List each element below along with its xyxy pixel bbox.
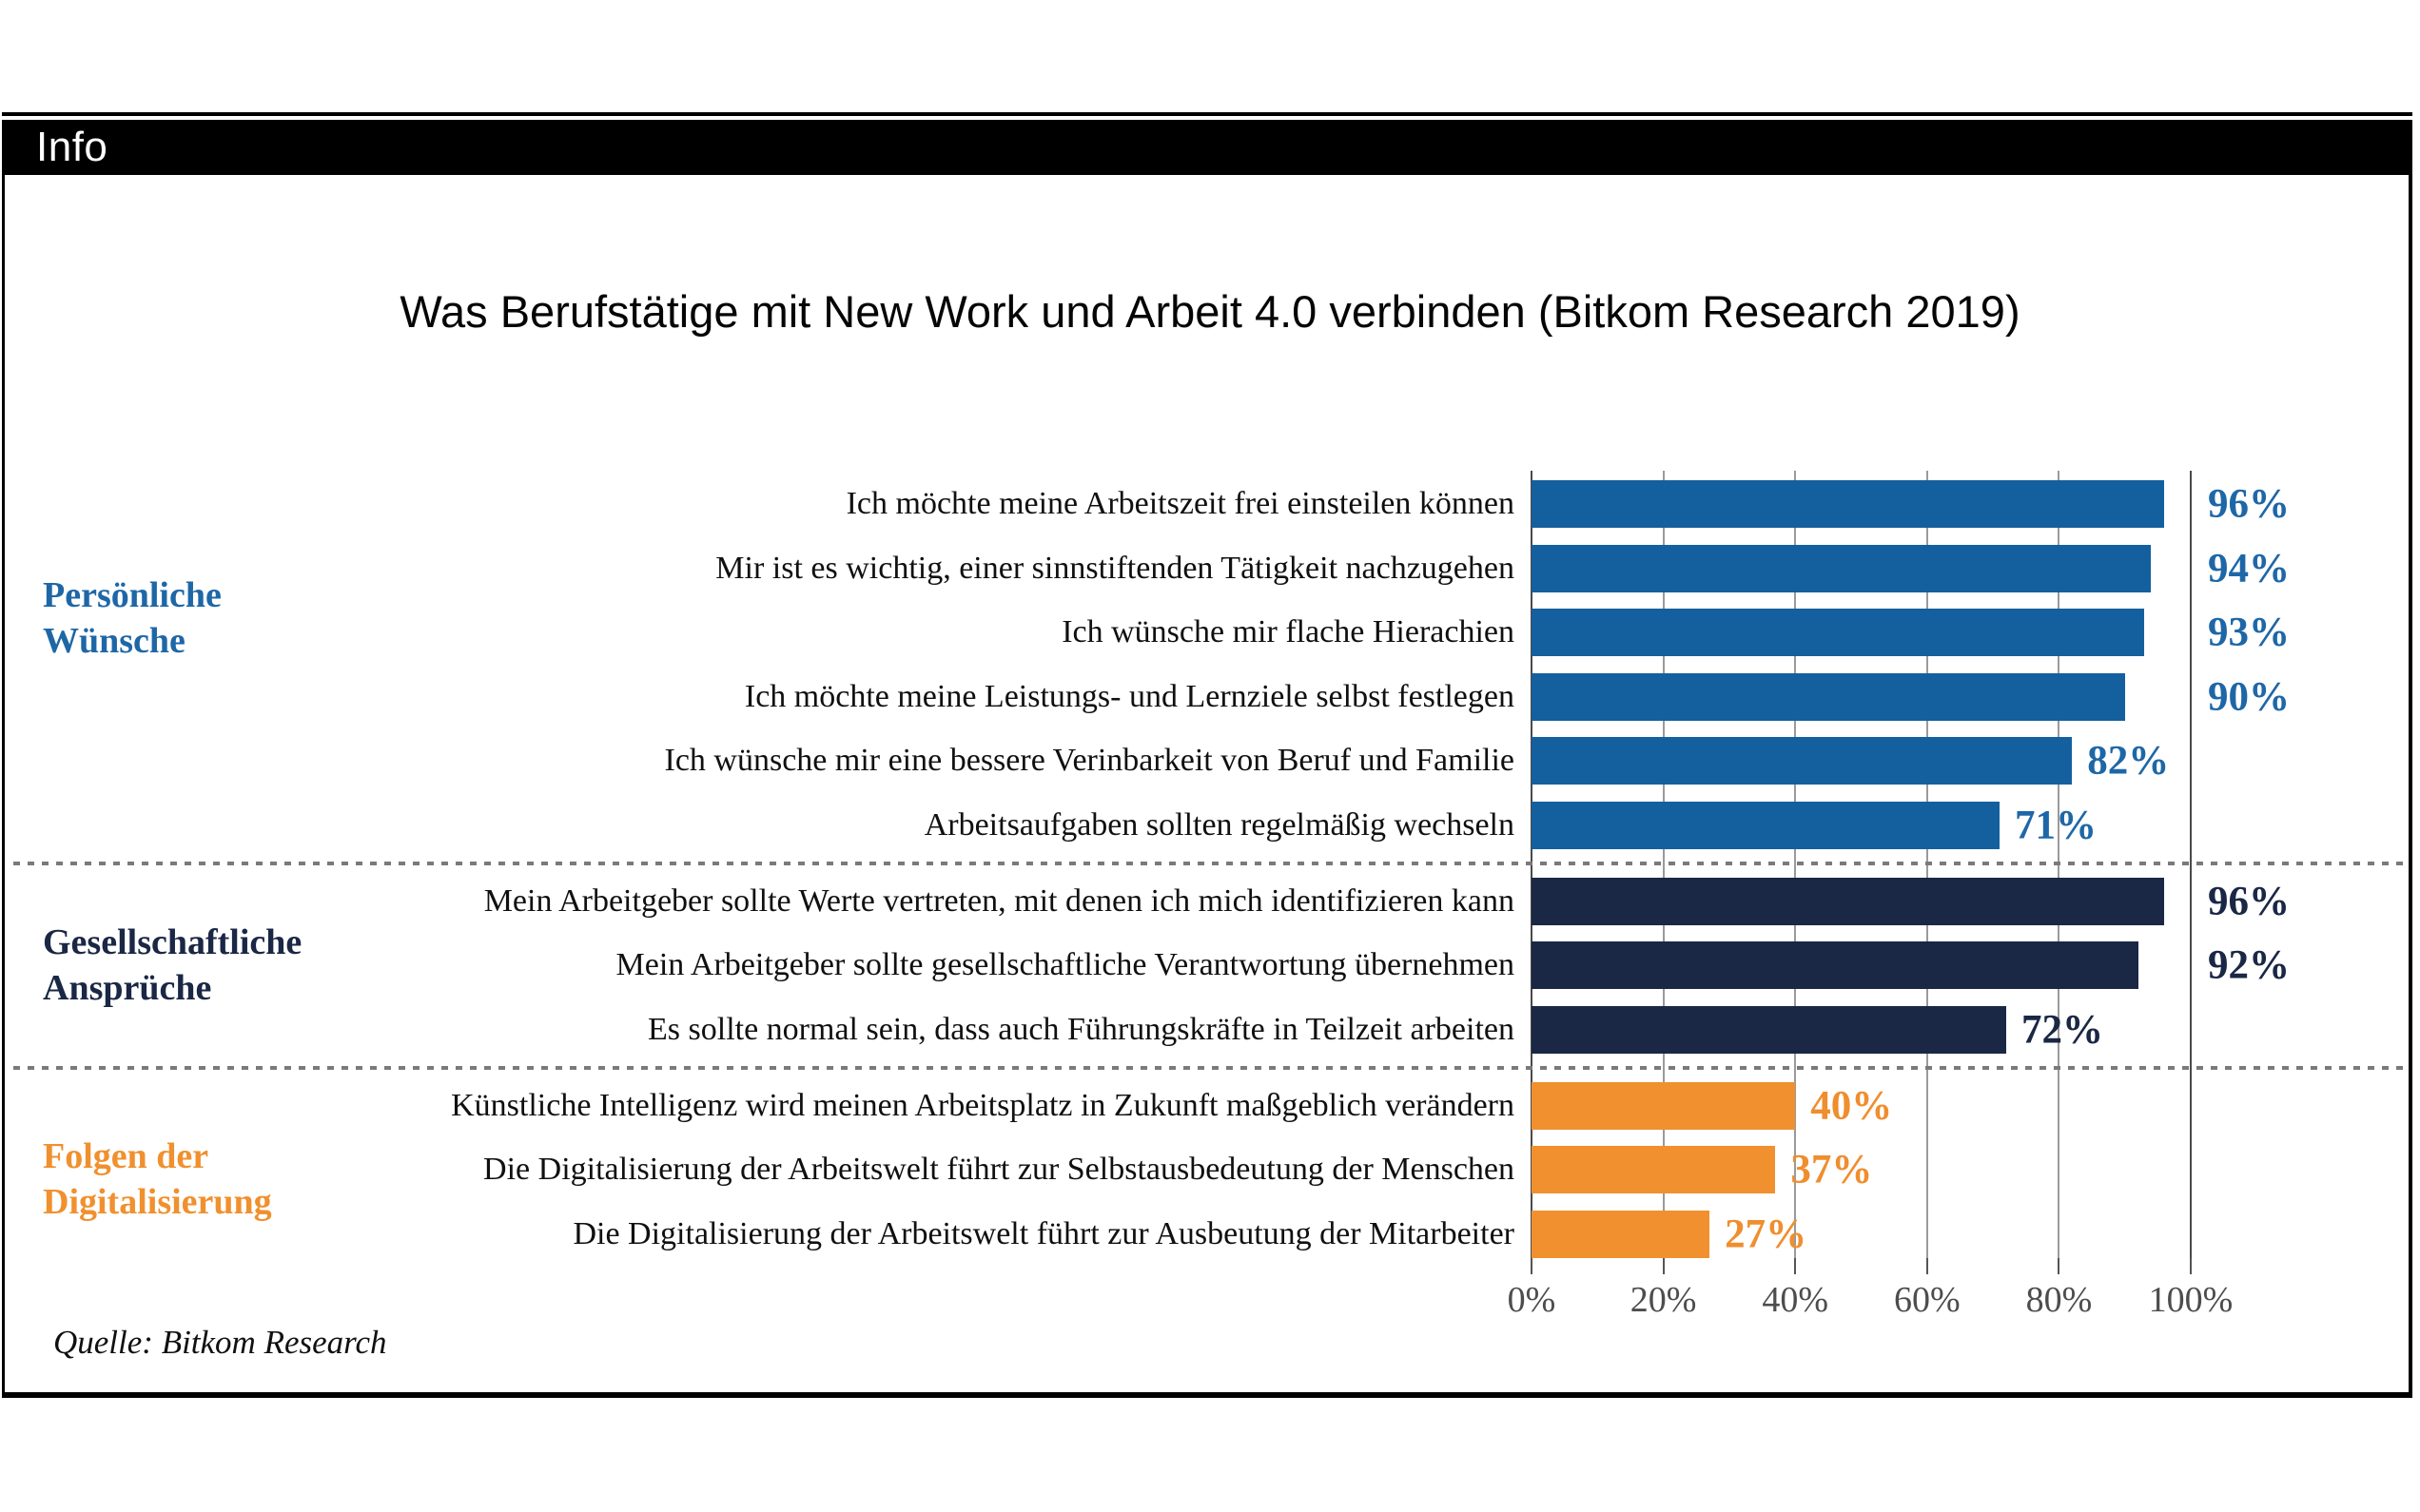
bar-row-label: Ich wünsche mir flache Hierachien (1062, 614, 1514, 650)
info-tab-label: Info (36, 124, 108, 170)
group-label-line: Digitalisierung (43, 1182, 272, 1222)
group-label: Persönliche Wünsche (43, 572, 222, 664)
bar-row-label: Künstliche Intelligenz wird meinen Arbei… (451, 1087, 1514, 1123)
value-label: 71% (2015, 803, 2098, 847)
value-label: 94% (2208, 546, 2290, 591)
axis-tick (1531, 1257, 1532, 1274)
value-label: 37% (1790, 1147, 1873, 1192)
box-top-rule (2, 112, 2412, 116)
group-separator (13, 862, 2407, 865)
axis-tick-label: 0% (1507, 1279, 1556, 1320)
info-box (2, 175, 2412, 1398)
value-label: 93% (2208, 610, 2290, 655)
value-label: 92% (2208, 942, 2290, 988)
axis-tick-label: 20% (1630, 1279, 1697, 1320)
axis-tick-label: 40% (1762, 1279, 1829, 1320)
bar (1532, 1081, 1796, 1130)
value-label: 72% (2020, 1007, 2103, 1052)
bar (1532, 877, 2165, 925)
bar-row-label: Die Digitalisierung der Arbeitswelt führ… (483, 1152, 1514, 1188)
axis-tick (1925, 1257, 1928, 1274)
axis-tick-label: 80% (2025, 1279, 2093, 1320)
bar (1532, 941, 2138, 989)
bar-row-label: Ich wünsche mir eine bessere Verinbarkei… (664, 743, 1515, 779)
value-label: 27% (1725, 1212, 1807, 1256)
bar-row-label: Ich möchte meine Arbeitszeit frei einste… (846, 486, 1514, 522)
axis-tick (2058, 1257, 2060, 1274)
axis-tick-label: 100% (2148, 1279, 2234, 1320)
value-label: 96% (2208, 879, 2290, 923)
bar (1532, 609, 2145, 656)
bar (1532, 1210, 1710, 1258)
group-label: Gesellschaftliche Ansprüche (43, 920, 302, 1011)
bar (1532, 737, 2073, 785)
group-label-line: Gesellschaftliche (43, 922, 302, 962)
bar (1532, 480, 2165, 528)
group-label-line: Persönliche (43, 575, 222, 615)
value-label: 90% (2208, 674, 2290, 719)
bar-row-label: Mein Arbeitgeber sollte gesellschaftlich… (615, 947, 1514, 983)
axis-tick (2190, 1257, 2192, 1274)
info-tab: Info (2, 120, 2412, 175)
chart-title: Was Berufstätige mit New Work und Arbeit… (400, 286, 2020, 337)
axis-tick (1662, 1257, 1665, 1274)
bar (1532, 1146, 1776, 1193)
value-label: 40% (1810, 1083, 1893, 1128)
axis-tick-label: 60% (1893, 1279, 1961, 1320)
bar (1532, 672, 2125, 721)
bar-row-label: Mein Arbeitgeber sollte Werte vertreten,… (483, 882, 1514, 919)
bar (1532, 544, 2152, 592)
bar-row-label: Die Digitalisierung der Arbeitswelt führ… (573, 1215, 1514, 1251)
group-label-line: Ansprüche (43, 968, 212, 1008)
source-note: Quelle: Bitkom Research (53, 1324, 387, 1361)
bar (1532, 1005, 2006, 1054)
group-label-line: Wünsche (43, 621, 185, 661)
axis-tick (1794, 1257, 1797, 1274)
bar (1532, 801, 2000, 849)
value-label: 82% (2087, 738, 2170, 784)
group-label: Folgen der Digitalisierung (43, 1134, 272, 1225)
bar-row-label: Ich möchte meine Leistungs- und Lernziel… (744, 678, 1514, 714)
value-label: 96% (2208, 481, 2290, 527)
bar-row-label: Es sollte normal sein, dass auch Führung… (648, 1011, 1514, 1047)
group-separator (13, 1066, 2407, 1070)
bar-row-label: Arbeitsaufgaben sollten regelmäßig wechs… (924, 806, 1514, 843)
bar-row-label: Mir ist es wichtig, einer sinnstiftenden… (715, 550, 1514, 586)
group-label-line: Folgen der (43, 1136, 209, 1176)
